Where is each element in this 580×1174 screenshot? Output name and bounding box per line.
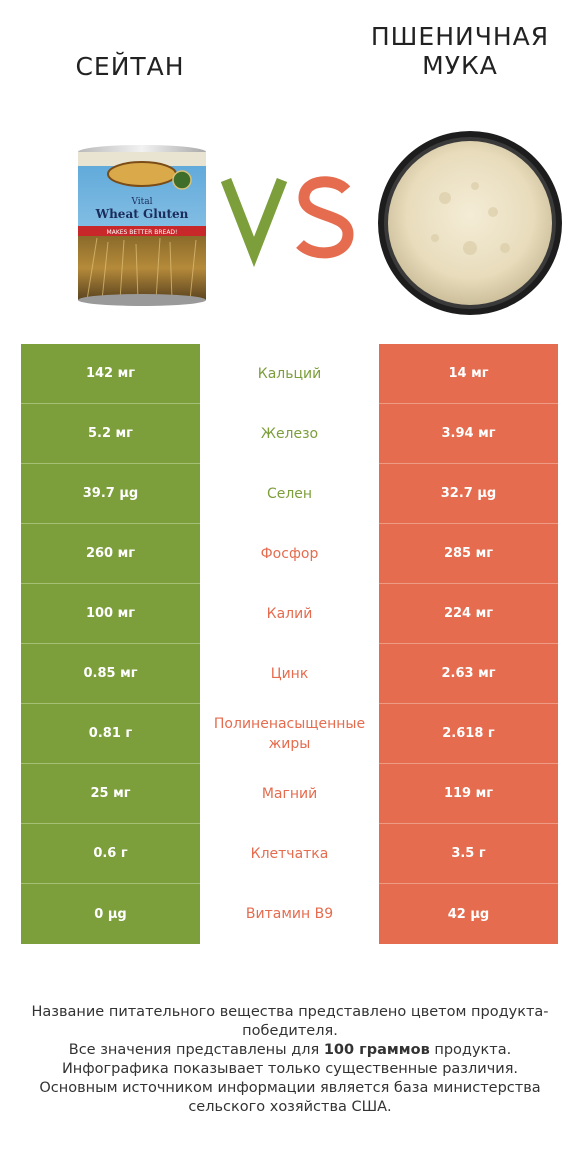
right-value: 14 мг: [379, 344, 558, 404]
right-value: 224 мг: [379, 584, 558, 644]
nutrient-name: Магний: [200, 764, 379, 824]
right-title-line1: пшеничная: [370, 22, 550, 51]
can-label-vital: Vital: [130, 197, 152, 207]
left-value: 260 мг: [21, 524, 200, 584]
footer-line3: Инфографика показывает только существенн…: [61, 1061, 519, 1077]
wheat-gluten-can-image: Vital Wheat Gluten MAKES BETTER BREAD!: [78, 145, 206, 306]
table-row: 5.2 мг Железо 3.94 мг: [21, 404, 558, 464]
left-value: 0.6 г: [21, 824, 200, 884]
table-row: 0 µg Витамин B9 42 µg: [21, 884, 558, 944]
footer-notes: Название питательного вещества представл…: [20, 1003, 560, 1117]
right-value: 119 мг: [379, 764, 558, 824]
can-label-band: MAKES BETTER BREAD!: [107, 229, 178, 236]
table-row: 25 мг Магний 119 мг: [21, 764, 558, 824]
right-value: 3.94 мг: [379, 404, 558, 464]
right-title-line2: мука: [422, 51, 498, 80]
right-value: 3.5 г: [379, 824, 558, 884]
right-value: 285 мг: [379, 524, 558, 584]
right-value: 42 µg: [379, 884, 558, 944]
table-row: 100 мг Калий 224 мг: [21, 584, 558, 644]
footer-line4: Основным источником информации является …: [39, 1080, 541, 1115]
table-row: 39.7 µg Селен 32.7 µg: [21, 464, 558, 524]
left-product-title: сейтан: [75, 52, 185, 81]
left-value: 39.7 µg: [21, 464, 200, 524]
left-value: 25 мг: [21, 764, 200, 824]
nutrient-name: Полиненасыщенные жиры: [200, 704, 379, 764]
table-row: 0.6 г Клетчатка 3.5 г: [21, 824, 558, 884]
right-value: 2.63 мг: [379, 644, 558, 704]
nutrient-name: Кальций: [200, 344, 379, 404]
right-product-title: пшеничная мука: [340, 22, 580, 80]
right-value: 32.7 µg: [379, 464, 558, 524]
left-value: 5.2 мг: [21, 404, 200, 464]
nutrient-name: Клетчатка: [200, 824, 379, 884]
table-row: 142 мг Кальций 14 мг: [21, 344, 558, 404]
nutrient-comparison-table: 142 мг Кальций 14 мг 5.2 мг Железо 3.94 мг 39.…: [21, 344, 558, 944]
table-row: 0.85 мг Цинк 2.63 мг: [21, 644, 558, 704]
nutrient-name: Витамин B9: [200, 884, 379, 944]
table-row: 0.81 г Полиненасыщенные жиры 2.618 г: [21, 704, 558, 764]
left-value: 142 мг: [21, 344, 200, 404]
flour-bowl-image: [378, 131, 562, 315]
left-value: 0 µg: [21, 884, 200, 944]
right-value: 2.618 г: [379, 704, 558, 764]
can-label-name: Wheat Gluten: [95, 207, 189, 221]
table-row: 260 мг Фосфор 285 мг: [21, 524, 558, 584]
footer-line2-bold: 100 граммов: [323, 1042, 430, 1058]
footer-line1: Название питательного вещества представл…: [31, 1004, 549, 1039]
nutrient-name: Цинк: [200, 644, 379, 704]
footer-line2: Все значения представлены для 100 граммо…: [68, 1042, 512, 1058]
left-value: 100 мг: [21, 584, 200, 644]
nutrient-name: Железо: [200, 404, 379, 464]
nutrient-name: Фосфор: [200, 524, 379, 584]
nutrient-name: Селен: [200, 464, 379, 524]
left-value: 0.85 мг: [21, 644, 200, 704]
left-value: 0.81 г: [21, 704, 200, 764]
vs-mark: [220, 176, 354, 268]
nutrient-name: Калий: [200, 584, 379, 644]
